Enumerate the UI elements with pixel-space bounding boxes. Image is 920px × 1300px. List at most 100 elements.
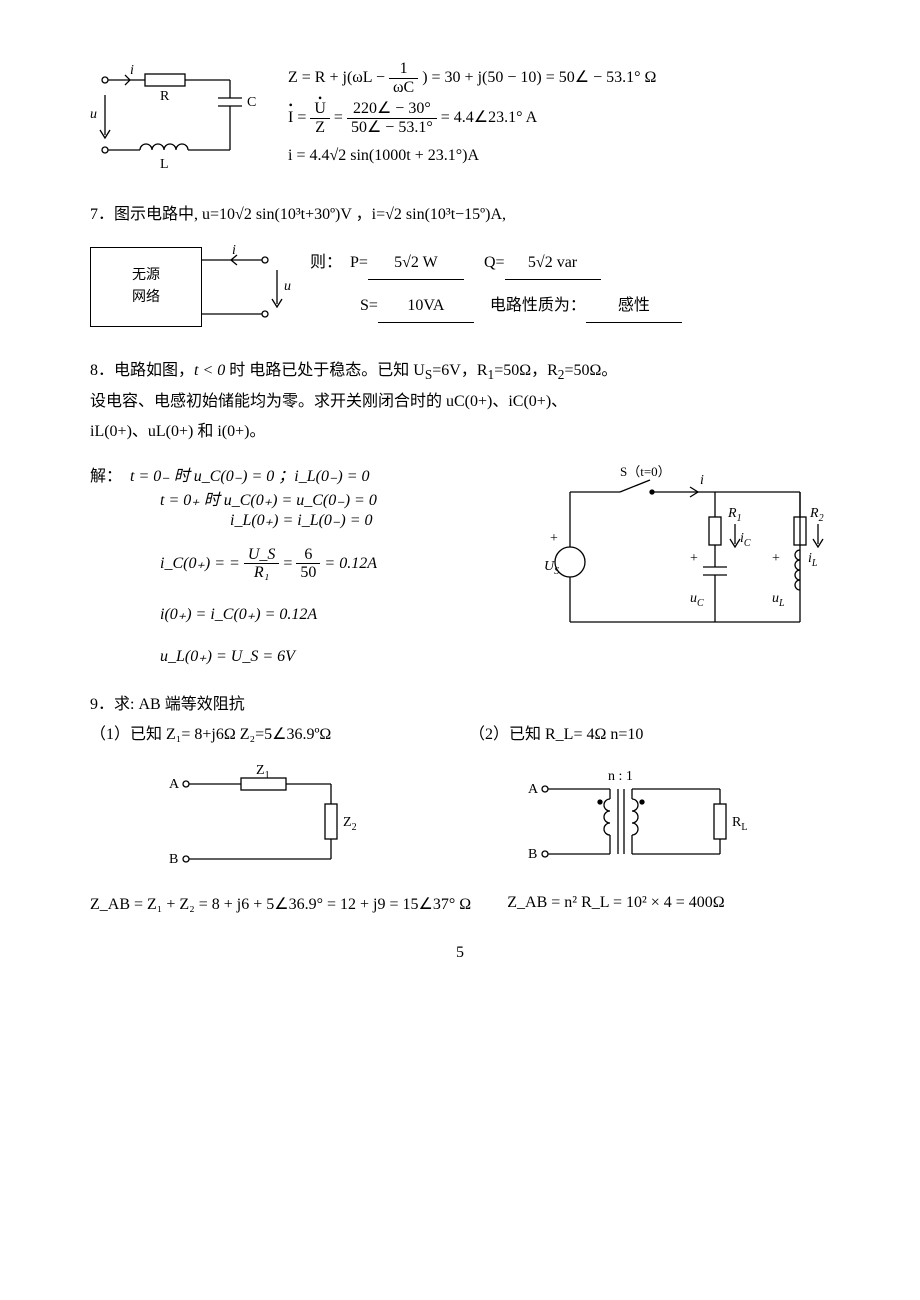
q7-u: u xyxy=(284,279,291,294)
svg-text:uL: uL xyxy=(772,591,785,609)
q8-plus2: + xyxy=(690,551,698,566)
q9-title: 求: AB 端等效阻抗 xyxy=(114,696,245,713)
svg-text:R1: R1 xyxy=(727,506,742,524)
q6-i: i xyxy=(130,63,134,78)
q8-e4n1: U_S xyxy=(248,546,276,563)
q6-eq2: I = UZ = 220∠ − 30°50∠ − 53.1° = 4.4∠23.… xyxy=(288,100,830,136)
q8-ci: i xyxy=(700,473,704,488)
q7-stem: 7．图示电路中, u=10√2 sin(10³t+30º)V ，i=√2 sin… xyxy=(90,200,830,224)
q7-tc: sin(10³t−15º)A, xyxy=(406,206,506,223)
q6-eq1: Z = R + j(ωL − 1ωC ) = 30 + j(50 − 10) =… xyxy=(288,60,830,96)
q7-P-val: 5√2 W xyxy=(368,247,464,280)
q6-eq1-rhs: ) = 30 + j(50 − 10) = 50∠ − 53.1° Ω xyxy=(422,69,656,86)
q8-Us-sub: S xyxy=(554,566,559,577)
q9-circuit1: A B Z1 Z2 xyxy=(90,764,451,874)
q8-R1s: 1 xyxy=(737,513,742,524)
q7-num: 7． xyxy=(90,206,114,223)
q8-l1e: =50Ω，R xyxy=(494,362,558,379)
q9-n1: n : 1 xyxy=(608,769,633,784)
q6-eq2-r: = 4.4∠23.1° A xyxy=(441,109,537,126)
q8-uC: u xyxy=(690,591,697,606)
q9-Z1: Z xyxy=(256,764,265,778)
q8-iCs: C xyxy=(744,538,751,549)
q9-circuit2: A B n : 1 RL xyxy=(469,764,830,874)
q7-ta: 图示电路中, u=10 xyxy=(114,206,235,223)
q8-solution: 解： t = 0₋ 时 u_C(0₋) = 0 ；i_L(0₋) = 0 t =… xyxy=(90,462,522,666)
q6-eq3: i = 4.4√2 sin(1000t + 23.1°)A xyxy=(288,140,830,172)
svg-text:iC: iC xyxy=(740,531,751,549)
q8: 8．电路如图，t < 0 时 电路已处于稳态。已知 U S =6V，R 1 =50Ω，R… xyxy=(90,356,830,665)
q6-eq2-m: = xyxy=(334,109,347,126)
q8-e1: t = 0₋ 时 u_C(0₋) = 0 ；i_L(0₋) = 0 xyxy=(130,468,370,485)
q6-eq2-d2: 50∠ − 53.1° xyxy=(347,119,437,137)
q9-Z2s: 2 xyxy=(351,822,356,833)
q9-num: 9． xyxy=(90,696,114,713)
q8-uCs: C xyxy=(697,598,704,609)
q7-nat-val: 感性 xyxy=(586,290,682,323)
svg-text:US: US xyxy=(544,559,559,577)
q9-ans2: Z_AB = n² R_L = 10² × 4 = 400Ω xyxy=(507,894,830,912)
q7-tb: sin(10³t+30º)V ，i= xyxy=(256,206,385,223)
q6-I-dot: I xyxy=(288,102,293,134)
q7-S-val: 10VA xyxy=(378,290,474,323)
q8-e4d1: R₁ xyxy=(254,564,269,581)
q7-S-lbl: S= xyxy=(360,297,378,314)
svg-text:iL: iL xyxy=(808,551,818,569)
q7-circuit: 无源 网络 i u xyxy=(90,242,292,332)
q8-l3: iL(0+)、uL(0+) 和 i(0+)。 xyxy=(90,423,265,440)
q8-e4d2: 50 xyxy=(296,564,320,582)
q6-L: L xyxy=(160,157,169,170)
q8-e4n2: 6 xyxy=(296,546,320,565)
q9-A1: A xyxy=(169,777,180,792)
q7-s1: √2 xyxy=(235,206,252,223)
q6-C: C xyxy=(247,95,256,110)
svg-text:R2: R2 xyxy=(809,506,824,524)
q7-box: 无源 网络 xyxy=(90,247,202,327)
q8-stem: 8．电路如图，t < 0 时 电路已处于稳态。已知 US=6V，R1=50Ω，R… xyxy=(90,356,830,447)
q7-Q-lbl: Q= xyxy=(484,254,505,271)
page-number: 5 xyxy=(90,944,830,962)
q6-u: u xyxy=(90,107,97,122)
q8-e6: u_L(0₊) = U_S = 6V xyxy=(160,648,295,665)
q6-eq1-lhs: Z = R + j(ωL − xyxy=(288,69,385,86)
q6-eq2-a: = xyxy=(297,109,310,126)
q7-prefix: 则： xyxy=(310,254,342,271)
q8-l1a: 电路如图， xyxy=(114,362,194,379)
q9-p1: （1）已知 Z₁= 8+j6Ω Z₂=5∠36.9ºΩ xyxy=(90,720,451,744)
q9-RLs: L xyxy=(741,822,747,833)
q8-e5: i(0₊) = i_C(0₊) = 0.12A xyxy=(160,606,317,623)
q6-eq1-num: 1 xyxy=(389,60,418,79)
q9-B1: B xyxy=(169,852,178,867)
q8-e4r: = 0.12A xyxy=(324,554,377,571)
q8-iLs: L xyxy=(811,558,818,569)
q8-sol: 解： xyxy=(90,468,122,485)
q8-l1c: 时 电路已处于稳态。已知 U xyxy=(225,362,425,379)
q6-circuit: i R C L u xyxy=(90,60,270,170)
q9: 9．求: AB 端等效阻抗 （1）已知 Z₁= 8+j6Ω Z₂=5∠36.9º… xyxy=(90,690,830,914)
q7-i: i xyxy=(232,243,236,258)
q8-num: 8． xyxy=(90,362,114,379)
q8-e4a: i_C(0₊) = = xyxy=(160,554,244,571)
q6-eq2-d1: Z xyxy=(310,119,330,137)
q8-R1: R xyxy=(727,506,737,521)
q8-uL: u xyxy=(772,591,779,606)
q7-box-l2: 网络 xyxy=(132,287,160,309)
q8-circuit: S（t=0） i + US R1 R2 iC iL + uC + uL xyxy=(540,462,830,652)
q8-e2: t = 0₊ 时 u_C(0₊) = u_C(0₋) = 0 xyxy=(160,492,377,509)
q6-eq1-den: ωC xyxy=(389,79,418,97)
q8-R2: R xyxy=(809,506,819,521)
q6-equations: Z = R + j(ωL − 1ωC ) = 30 + j(50 − 10) =… xyxy=(288,60,830,176)
q8-l1d: =6V，R xyxy=(432,362,487,379)
q7-Q-val: 5√2 var xyxy=(505,247,601,280)
q7-P-lbl: P= xyxy=(350,254,368,271)
svg-text:uC: uC xyxy=(690,591,704,609)
q7-answers: 则： P=5√2 W Q=5√2 var S=10VA 电路性质为：感性 xyxy=(310,247,830,327)
q7-s2: √2 xyxy=(385,206,402,223)
q9-Z2: Z xyxy=(343,815,352,830)
q9-p2: （2）已知 R_L= 4Ω n=10 xyxy=(469,720,830,744)
q8-uLs: L xyxy=(778,598,785,609)
q8-R2s: 2 xyxy=(819,513,824,524)
q6-row: i R C L u Z = R + j(ωL − 1ωC ) = 30 + j(… xyxy=(90,60,830,176)
q9-Z1s: 1 xyxy=(264,770,269,781)
q8-l1b: t < 0 xyxy=(194,362,225,379)
